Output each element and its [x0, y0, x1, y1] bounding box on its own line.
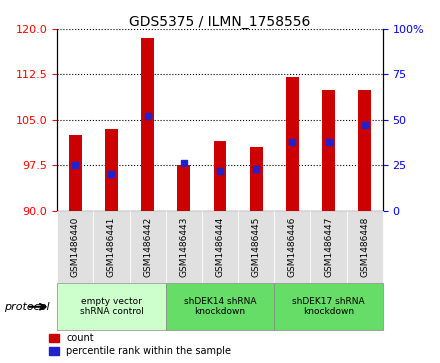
Point [216, 168, 224, 174]
Bar [359, 90, 371, 211]
Point [253, 166, 260, 172]
Text: GSM1486448: GSM1486448 [360, 217, 369, 277]
Bar [69, 135, 82, 211]
Text: GSM1486440: GSM1486440 [71, 217, 80, 277]
Point [180, 160, 187, 166]
Text: GDS5375 / ILMN_1758556: GDS5375 / ILMN_1758556 [129, 15, 311, 29]
Bar [286, 77, 299, 211]
Text: GSM1486444: GSM1486444 [216, 217, 224, 277]
Text: GSM1486446: GSM1486446 [288, 217, 297, 277]
Bar [322, 90, 335, 211]
Bar [250, 147, 263, 211]
Point [325, 139, 332, 144]
Text: protocol: protocol [4, 302, 50, 312]
Point [361, 122, 368, 128]
Text: GSM1486443: GSM1486443 [180, 217, 188, 277]
Text: GSM1486442: GSM1486442 [143, 217, 152, 277]
Text: GSM1486441: GSM1486441 [107, 217, 116, 277]
Text: GSM1486447: GSM1486447 [324, 217, 333, 277]
Text: empty vector
shRNA control: empty vector shRNA control [80, 297, 143, 317]
Bar [214, 141, 226, 211]
Bar [141, 38, 154, 211]
Point [144, 113, 151, 119]
Point [108, 171, 115, 177]
Point [289, 139, 296, 144]
Text: shDEK17 shRNA
knockdown: shDEK17 shRNA knockdown [292, 297, 365, 317]
Point [72, 162, 79, 168]
Bar [177, 165, 190, 211]
Text: GSM1486445: GSM1486445 [252, 217, 260, 277]
Bar [105, 129, 118, 211]
Text: shDEK14 shRNA
knockdown: shDEK14 shRNA knockdown [184, 297, 256, 317]
Legend: count, percentile rank within the sample: count, percentile rank within the sample [49, 333, 231, 356]
